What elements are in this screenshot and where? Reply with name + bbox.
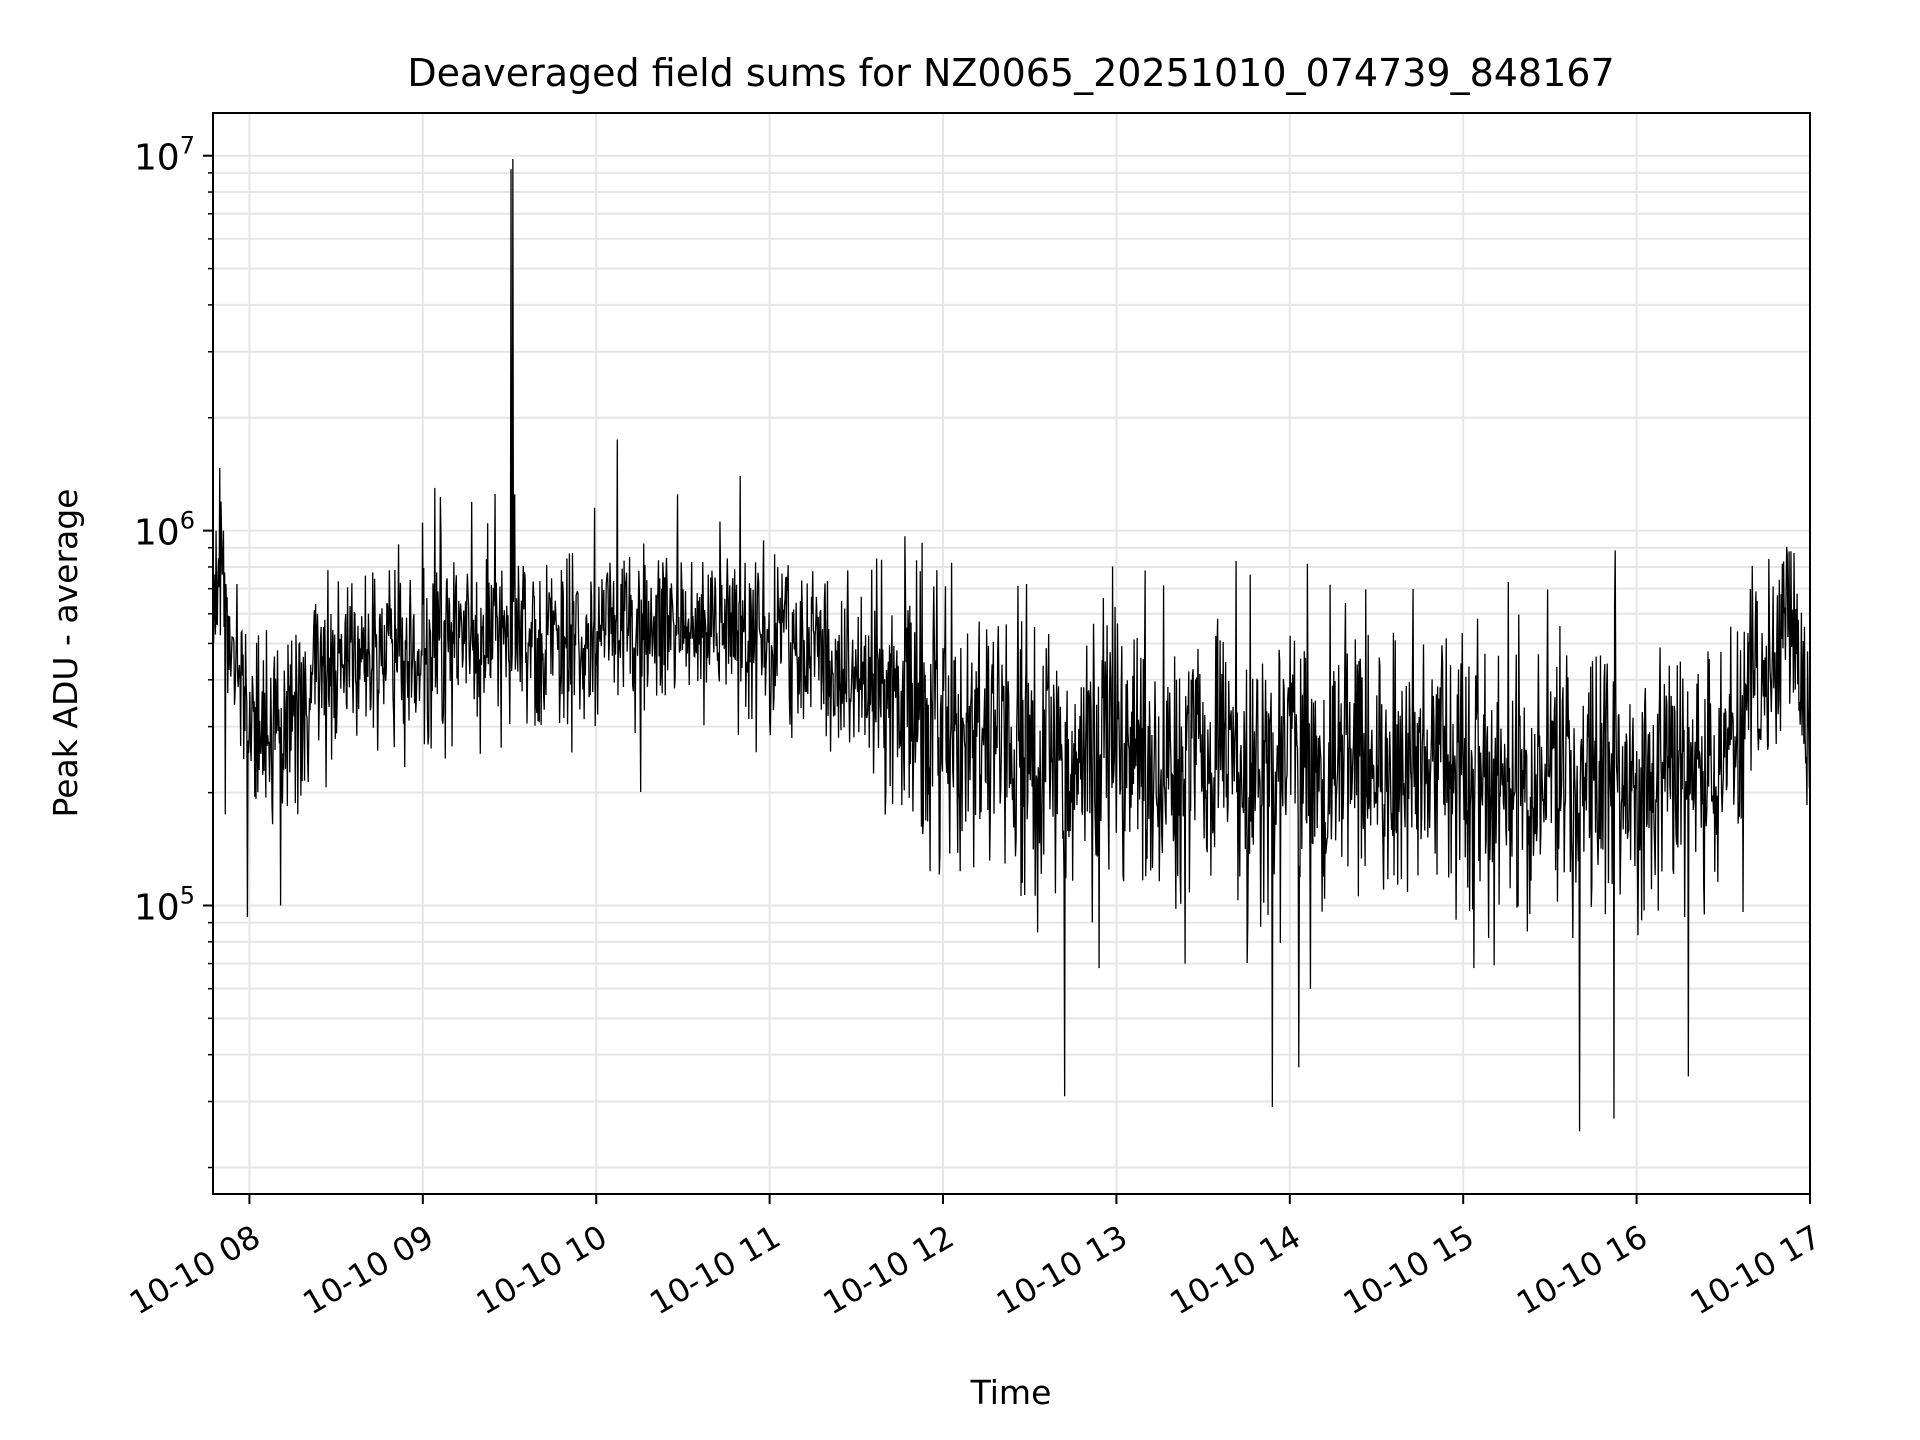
y-tick-label: 105 [134,882,195,929]
plot-frame [212,112,1811,1195]
y-tick-label-base: 10 [134,138,180,179]
x-axis-label: Time [970,1373,1052,1412]
y-tick-label: 106 [134,507,195,554]
y-tick-label-base: 10 [134,513,180,554]
y-tick-label-base: 10 [134,888,180,929]
y-axis-label: Peak ADU - average [46,489,85,818]
chart-title: Deaveraged field sums for NZ0065_2025101… [407,51,1614,95]
y-tick-label-exponent: 5 [180,882,195,910]
y-tick-label-exponent: 6 [180,507,195,535]
data-series [212,159,1811,1132]
series-line [212,159,1811,1132]
y-tick-label-exponent: 7 [180,132,195,160]
y-tick-label: 107 [134,132,195,179]
